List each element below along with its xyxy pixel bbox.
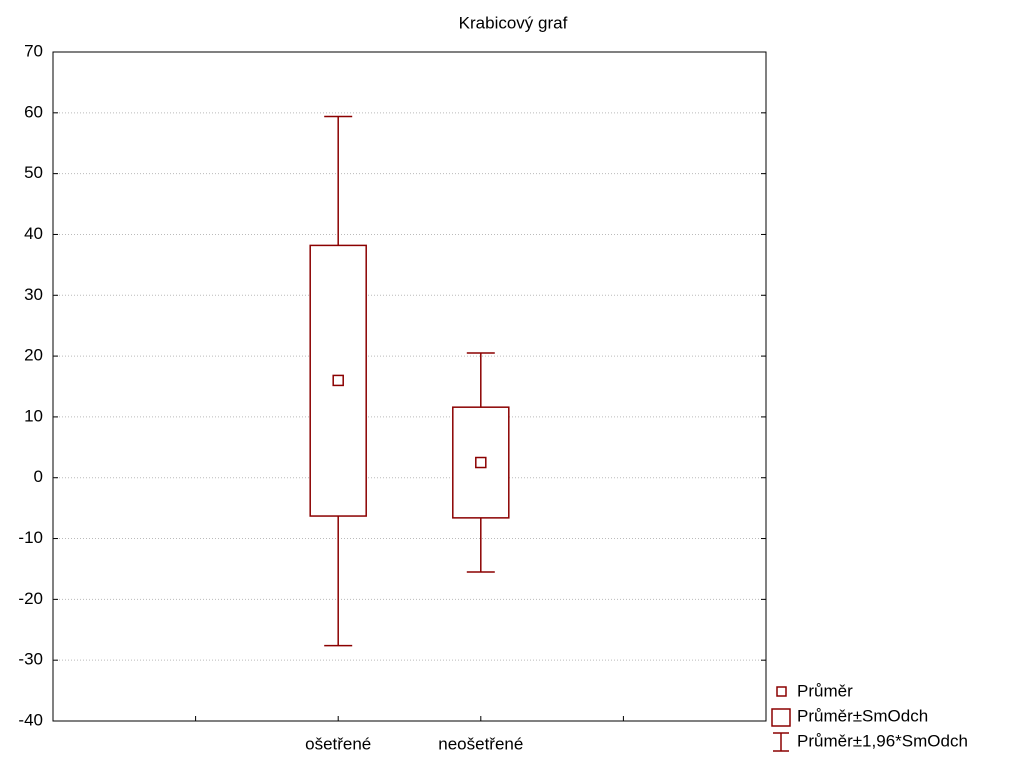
legend-symbol [771,708,791,727]
y-tick-label: 70 [24,41,43,60]
y-tick-label: 0 [34,467,43,486]
y-tick-label: 20 [24,346,43,365]
legend-label: Průměr [797,681,853,700]
x-tick-label: ošetřené [305,734,371,753]
legend-label: Průměr±1,96*SmOdch [797,731,968,750]
y-tick-label: -10 [18,528,43,547]
chart-title: Krabicový graf [459,13,568,32]
x-tick-label: neošetřené [438,734,523,753]
y-tick-label: 60 [24,102,43,121]
legend-label: Průměr±SmOdch [797,706,928,725]
y-tick-label: 10 [24,406,43,425]
mean-marker [332,374,344,387]
plot-frame [52,51,767,722]
y-tick-label: 30 [24,285,43,304]
legend-symbol [776,686,787,697]
y-tick-label: 40 [24,224,43,243]
y-tick-label: -40 [18,710,43,729]
y-tick-label: 50 [24,163,43,182]
y-tick-label: -20 [18,589,43,608]
mean-marker [475,456,487,469]
y-tick-label: -30 [18,650,43,669]
